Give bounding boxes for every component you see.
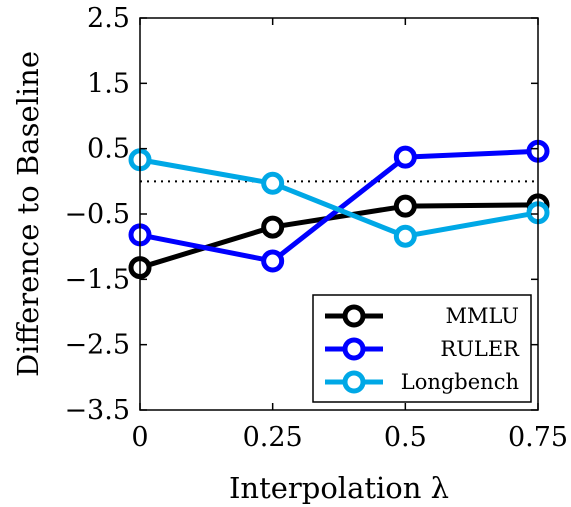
axis-ticks: 2.5 1.5 0.5 −0.5 −1.5 −2.5 −3.50 0.25 0.5 0.75 — [64, 3, 568, 453]
data-point-mmlu — [261, 215, 285, 239]
x-axis-label: Interpolation λ — [229, 471, 449, 505]
y-tick-label: 0.5 — [87, 134, 130, 165]
series-line-mmlu — [139, 202, 539, 270]
legend-marker-longbench — [342, 370, 366, 394]
y-tick-label: 2.5 — [87, 3, 130, 34]
x-tick-label: 0 — [131, 422, 148, 453]
x-tick-label: 0.75 — [508, 422, 568, 453]
x-tick-label: 0.25 — [243, 422, 303, 453]
data-point-ruler — [261, 249, 285, 273]
legend-marker-mmlu — [342, 304, 366, 328]
data-point-mmlu — [393, 194, 417, 218]
x-tick-label: 0.5 — [384, 422, 427, 453]
legend: MMLU RULER Longbench — [312, 294, 532, 403]
y-axis-label: Difference to Baseline — [11, 51, 45, 377]
y-tick-label: −1.5 — [64, 264, 130, 295]
legend-label-ruler: RULER — [440, 337, 520, 361]
data-point-longbench — [261, 171, 285, 195]
y-tick-label: −3.5 — [64, 395, 130, 426]
data-point-ruler — [393, 145, 417, 169]
legend-marker-ruler — [342, 337, 366, 361]
series-line-longbench — [139, 157, 539, 239]
data-point-longbench — [393, 224, 417, 248]
plot-area — [128, 139, 550, 280]
y-tick-label: −0.5 — [64, 199, 130, 230]
legend-label-longbench: Longbench — [401, 370, 519, 394]
y-tick-label: 1.5 — [87, 68, 130, 99]
y-tick-label: −2.5 — [64, 330, 130, 361]
legend-label-mmlu: MMLU — [446, 304, 520, 328]
